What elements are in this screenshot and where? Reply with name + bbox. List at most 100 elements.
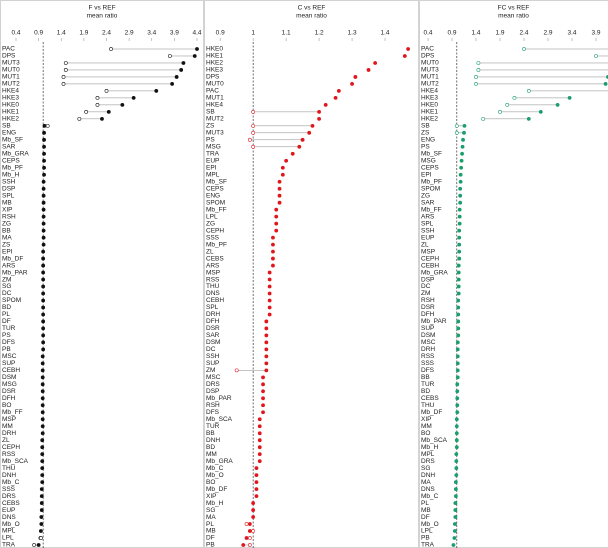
category-label: DSM: [2, 374, 16, 381]
open-dot: [476, 68, 481, 72]
category-label: Mb_PAR: [2, 269, 28, 276]
x-tick-label: 0.4: [11, 30, 20, 37]
category-label: SUP: [421, 325, 434, 332]
category-label: MSP: [206, 269, 220, 276]
dot: [106, 109, 111, 114]
dot: [456, 305, 461, 310]
open-dot: [45, 123, 50, 128]
category-label: MUT3: [421, 67, 439, 74]
category-label: Mb_GRA: [2, 151, 29, 158]
dot: [317, 116, 321, 121]
dot: [457, 228, 462, 233]
category-label: LPL: [206, 213, 218, 220]
dot: [373, 61, 378, 65]
category-label: ENG: [206, 192, 220, 199]
open-dot: [251, 130, 256, 135]
dot: [457, 221, 462, 226]
dot: [40, 473, 45, 478]
dot: [264, 368, 269, 373]
dot: [455, 403, 460, 408]
dot: [458, 186, 463, 191]
category-label: EUP: [206, 157, 219, 164]
category-label: CEPH: [2, 444, 20, 451]
x-tick-label: 1.2: [315, 30, 324, 37]
dot: [526, 116, 531, 121]
dot: [247, 529, 252, 533]
dot: [452, 522, 457, 526]
category-label: MM: [206, 451, 217, 458]
category-label: DRH: [421, 346, 435, 353]
x-tick-label: 0.9: [34, 30, 43, 37]
dot: [41, 179, 46, 184]
dot: [261, 382, 265, 387]
category-label: SSH: [206, 353, 220, 360]
dot: [40, 389, 45, 394]
dot: [36, 543, 41, 547]
dot: [174, 75, 179, 79]
dot: [179, 68, 184, 72]
category-label: CEBS: [206, 255, 224, 262]
dot: [603, 82, 608, 86]
dot: [310, 123, 315, 128]
dot: [39, 508, 44, 512]
dot: [40, 403, 45, 408]
category-label: DRH: [2, 430, 16, 437]
category-label: XIP: [206, 493, 216, 500]
category-label: CEBS: [2, 500, 20, 507]
category-label: EUP: [2, 507, 15, 514]
dot: [40, 466, 45, 471]
open-dot: [234, 368, 239, 373]
dot: [257, 445, 262, 450]
dot: [336, 89, 341, 93]
dot: [267, 298, 272, 303]
dot: [458, 179, 463, 184]
dot: [41, 242, 46, 247]
dot: [451, 543, 456, 547]
dot: [454, 424, 459, 429]
category-label: TUR: [206, 423, 220, 430]
dot: [261, 403, 265, 408]
dot: [458, 200, 463, 205]
panel-title: F vs REF: [88, 5, 115, 12]
category-label: DF: [421, 514, 430, 521]
category-label: HKE0: [206, 46, 223, 53]
dot: [366, 68, 371, 72]
category-label: SSS: [2, 486, 16, 493]
dot: [181, 61, 186, 65]
category-label: RSH: [206, 402, 220, 409]
dot: [402, 54, 407, 58]
x-tick-label: 2.4: [102, 30, 111, 37]
category-label: ZM: [2, 276, 11, 283]
category-label: ENG: [421, 137, 435, 144]
category-label: MPL: [421, 451, 435, 458]
category-label: DNS: [206, 290, 220, 297]
dot: [453, 494, 458, 498]
dot: [454, 431, 459, 436]
dot: [41, 235, 46, 240]
open-dot: [251, 144, 256, 149]
category-label: Mb_O: [421, 521, 439, 528]
category-label: EPI: [206, 164, 217, 171]
dot: [280, 172, 285, 177]
open-dot: [251, 529, 256, 533]
dot: [42, 151, 46, 156]
dot: [41, 214, 46, 219]
category-label: DFH: [2, 395, 16, 402]
dot: [254, 494, 259, 498]
dot: [462, 123, 467, 128]
category-label: Mb_GRA: [421, 269, 448, 276]
category-label: MSP: [421, 248, 435, 255]
category-label: XIP: [2, 206, 12, 213]
dot: [40, 354, 45, 359]
category-label: DRH: [206, 311, 220, 318]
category-label: DNH: [421, 472, 435, 479]
dot: [457, 214, 462, 219]
category-label: HKE2: [2, 116, 19, 123]
category-label: HKE3: [206, 67, 223, 74]
dot: [454, 438, 459, 443]
dot: [323, 102, 328, 107]
category-label: DC: [206, 346, 216, 353]
dot: [40, 368, 45, 373]
category-label: HKE3: [2, 95, 19, 102]
